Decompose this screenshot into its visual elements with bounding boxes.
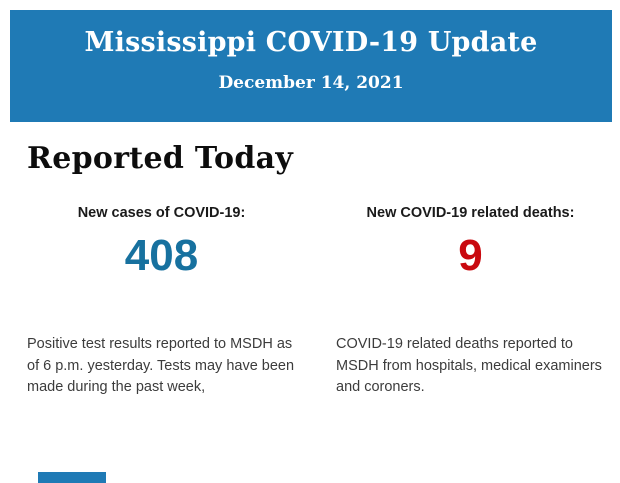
new-deaths-label: New COVID-19 related deaths: [366,205,575,221]
new-cases-label: New cases of COVID-19: [77,205,246,221]
next-section-partial-bar [38,472,106,483]
masthead: Mississippi COVID-19 Update December 14,… [10,10,612,122]
stat-new-deaths: New COVID-19 related deaths: 9 COVID-19 … [310,205,620,398]
section-title-reported-today: Reported Today [27,141,294,176]
stat-new-cases: New cases of COVID-19: 408 Positive test… [0,205,310,398]
new-cases-value: 408 [124,231,199,281]
stats-grid: New cases of COVID-19: 408 Positive test… [0,205,620,398]
page-title: Mississippi COVID-19 Update [84,27,538,58]
report-date: December 14, 2021 [218,73,404,94]
new-deaths-description: COVID-19 related deaths reported to MSDH… [336,336,602,395]
new-cases-description: Positive test results reported to MSDH a… [27,336,295,395]
new-deaths-value: 9 [458,231,483,281]
